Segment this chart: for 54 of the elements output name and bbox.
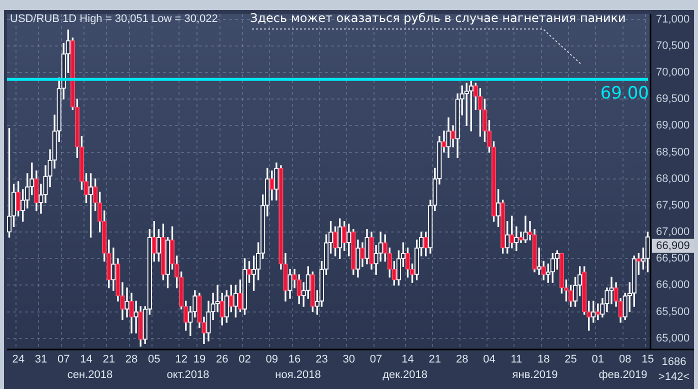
x-tick-label: 09 — [266, 354, 278, 366]
x-tick-label: 02 — [238, 354, 251, 366]
y-tick-label: 65,500 — [656, 306, 690, 318]
y-tick-label: 67,500 — [656, 199, 690, 212]
text: 66,909 — [656, 240, 690, 252]
x-tick-label: 26 — [216, 354, 228, 366]
x-tick-label: 31 — [34, 354, 48, 366]
y-tick-label: 70,000 — [656, 66, 690, 79]
x-tick-label: 07 — [57, 354, 70, 366]
annotation: 69.00 — [600, 83, 649, 104]
x-tick-label: 07 — [370, 354, 382, 366]
x-tick-label: 28 — [125, 354, 138, 366]
annotation: Здесь может оказаться рубль в случае нагнетания паники — [250, 11, 626, 26]
x-tick-label: 19 — [193, 354, 206, 366]
x-tick-label: 25 — [564, 354, 577, 366]
y-tick-label: 66,000 — [656, 279, 690, 292]
y-tick-label: 68,500 — [656, 146, 690, 158]
x-tick-label: 01 — [592, 354, 604, 366]
text: дек.2018 — [382, 369, 428, 382]
y-tick-label: 68,000 — [656, 172, 690, 185]
x-tick-label: 24 — [12, 354, 24, 366]
x-tick-label: 05 — [148, 354, 160, 366]
x-tick-label: 30 — [342, 354, 355, 366]
x-tick-label: 21 — [428, 354, 442, 366]
x-tick-label: 16 — [288, 354, 301, 366]
x-tick-label: 14 — [402, 354, 414, 366]
x-tick-label: 14 — [80, 354, 92, 366]
text: сен.2018 — [67, 369, 113, 382]
x-tick-label: 15 — [642, 354, 654, 366]
y-tick-label: 70,500 — [656, 40, 690, 52]
y-tick-label: 65,000 — [656, 332, 690, 344]
y-tick-label: 69,000 — [656, 120, 690, 132]
y-tick-label: 67,000 — [656, 226, 690, 238]
x-tick-label: 21 — [102, 354, 116, 366]
text: янв.2019 — [512, 369, 558, 382]
x-tick-label: 28 — [456, 354, 468, 366]
candlestick — [536, 248, 542, 275]
candlestick — [134, 300, 138, 334]
text: >142< — [658, 371, 690, 384]
y-tick-label: 66,500 — [656, 252, 690, 265]
candlestick — [596, 303, 600, 320]
x-tick-label: 08 — [618, 354, 632, 366]
text: 1686 — [662, 356, 686, 368]
x-tick-label: 11 — [510, 354, 522, 366]
x-tick-label: 12 — [175, 354, 188, 366]
x-tick-label: 04 — [483, 354, 496, 366]
text: ноя.2018 — [275, 369, 321, 382]
text: окт.2018 — [166, 369, 210, 382]
y-tick-label: 69,500 — [656, 93, 690, 106]
y-tick-label: 71,000 — [656, 13, 690, 26]
x-tick-label: 18 — [537, 354, 550, 366]
text: фев.2019 — [598, 369, 648, 382]
x-tick-label: 23 — [316, 354, 328, 366]
chart-title: USD/RUB 1D High = 30,051 Low = 30,022 — [10, 13, 218, 26]
